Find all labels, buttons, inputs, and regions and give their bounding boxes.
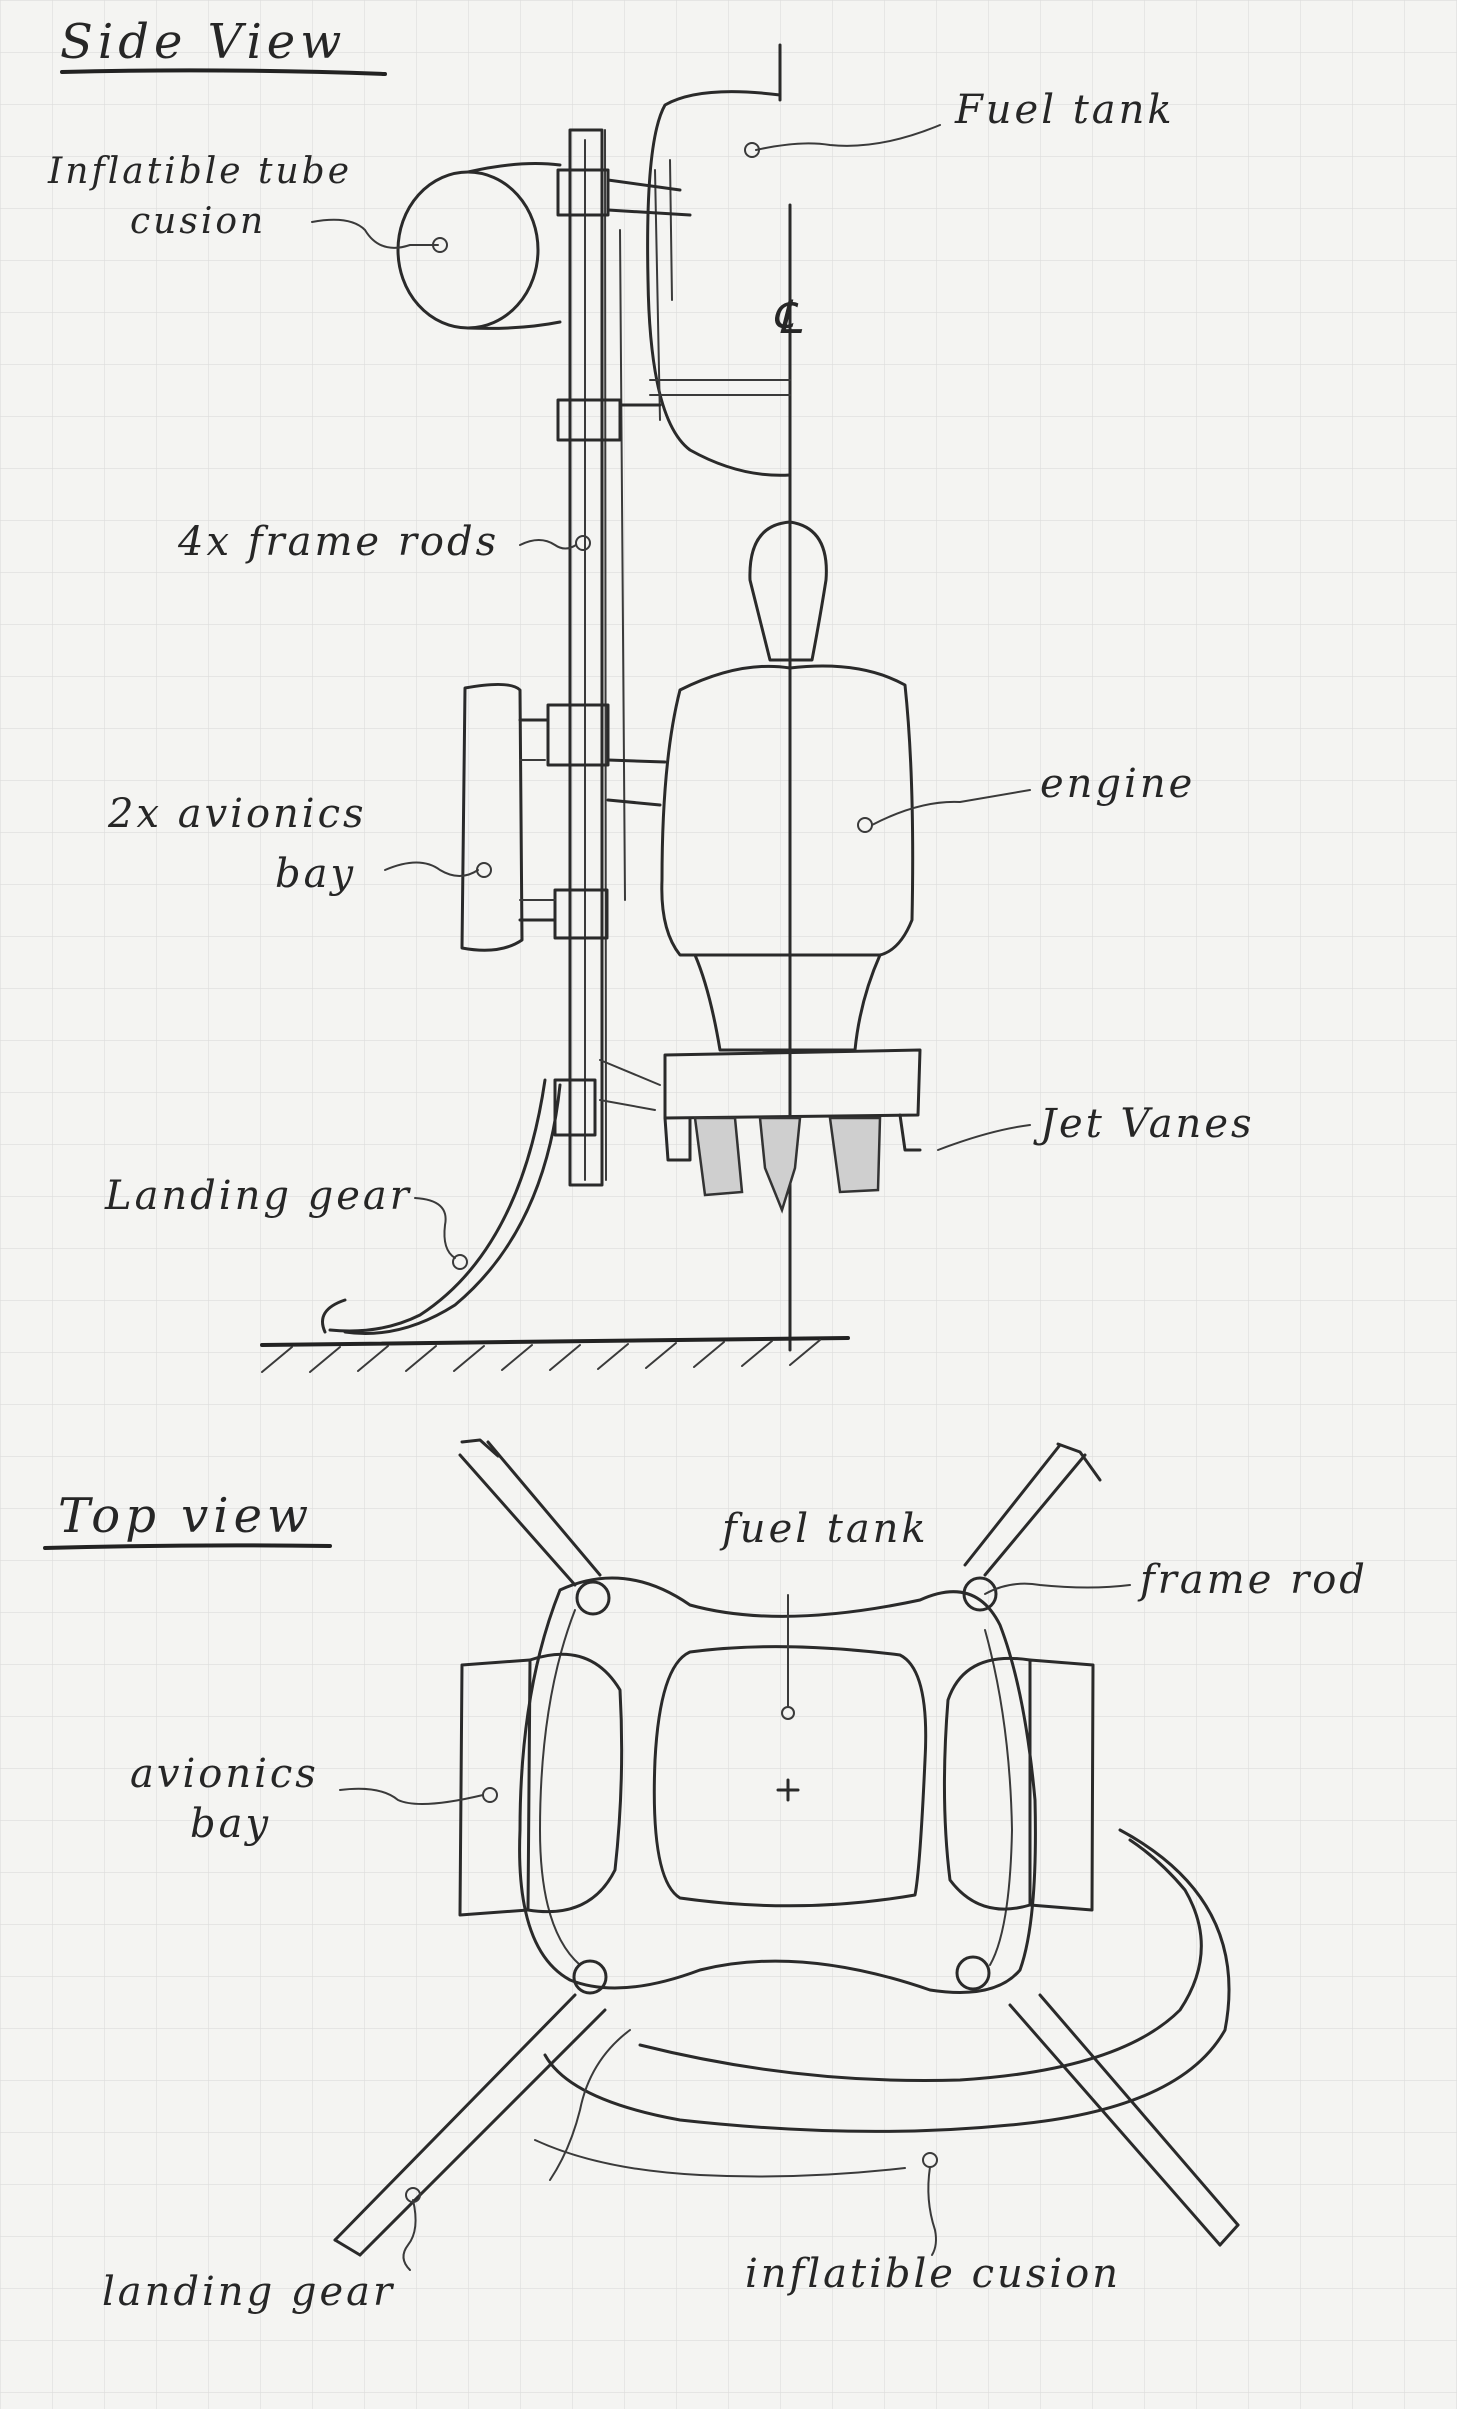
- engine-label: engine: [1040, 761, 1196, 807]
- top-center-mark: [776, 1778, 800, 1802]
- jet-vanes-side: [663, 1048, 922, 1214]
- inflatable-cushion-top-label: inflatible cusion: [745, 2251, 1121, 2297]
- inflatable-cushion-top: [534, 1828, 1231, 2178]
- fuel-tank-leader: [755, 124, 941, 151]
- top-view-title: Top view: [58, 1488, 314, 1544]
- frame-rod-label: frame rod: [1140, 1557, 1368, 1603]
- inflatable-tube-cushion-label-line2: cusion: [130, 201, 267, 242]
- fuel-tank-top-label: fuel tank: [722, 1506, 929, 1552]
- avionics-bay-side: [460, 683, 667, 952]
- avionics-bay-label-line1: 2x avionics: [108, 791, 367, 837]
- frame-rods-top: [572, 1576, 998, 1995]
- avionics-bay-top-label-line2: bay: [190, 1801, 272, 1847]
- jet-vanes-leader: [937, 1124, 1031, 1151]
- engine-leader: [871, 789, 1031, 826]
- inflatable-tube-cushion-label-line1: Inflatible tube: [48, 151, 352, 192]
- jet-vanes-label: Jet Vanes: [1040, 1101, 1255, 1147]
- centerline-symbol: ℄: [772, 290, 805, 344]
- engine-side: [660, 520, 915, 1052]
- fuel-tank-label: Fuel tank: [955, 87, 1175, 133]
- side-view-drawing: [60, 43, 1031, 1373]
- top-view-title-underline: [43, 1543, 332, 1550]
- frame-rods-leader: [519, 539, 577, 550]
- ground-line: [260, 1336, 850, 1373]
- landing-gear-leader: [414, 1197, 456, 1259]
- landing-gear-top-leader: [402, 2199, 417, 2271]
- side-view-title-underline: [60, 68, 387, 76]
- avionics-bay-top-leader: [339, 1787, 484, 1805]
- landing-gear-top-leader-2: [549, 2029, 631, 2181]
- avionics-bay-top-label-line1: avionics: [130, 1751, 319, 1797]
- landing-gear-top: [333, 1438, 1240, 2257]
- fuel-tank-side: [646, 90, 792, 477]
- inflatable-cushion-leader: [927, 2166, 937, 2256]
- tube-cushion-leader: [311, 218, 439, 249]
- side-view-title: Side View: [60, 14, 347, 70]
- inflatable-tube-cushion-side: [396, 162, 562, 330]
- avionics-bay-top-right: [942, 1656, 1095, 1912]
- top-view-drawing: [43, 1438, 1240, 2271]
- avionics-bay-leader: [384, 861, 479, 877]
- avionics-bay-label-line2: bay: [275, 851, 357, 897]
- landing-gear-top-label: landing gear: [102, 2269, 396, 2315]
- frame-rods-label: 4x frame rods: [178, 519, 500, 565]
- fuel-tank-top: [652, 1594, 928, 1908]
- top-body-outline: [518, 1576, 1037, 1994]
- landing-gear-side: [321, 1059, 661, 1335]
- landing-gear-label: Landing gear: [105, 1173, 412, 1219]
- frame-rods-side: [556, 128, 692, 1187]
- frame-rod-leader: [984, 1582, 1131, 1595]
